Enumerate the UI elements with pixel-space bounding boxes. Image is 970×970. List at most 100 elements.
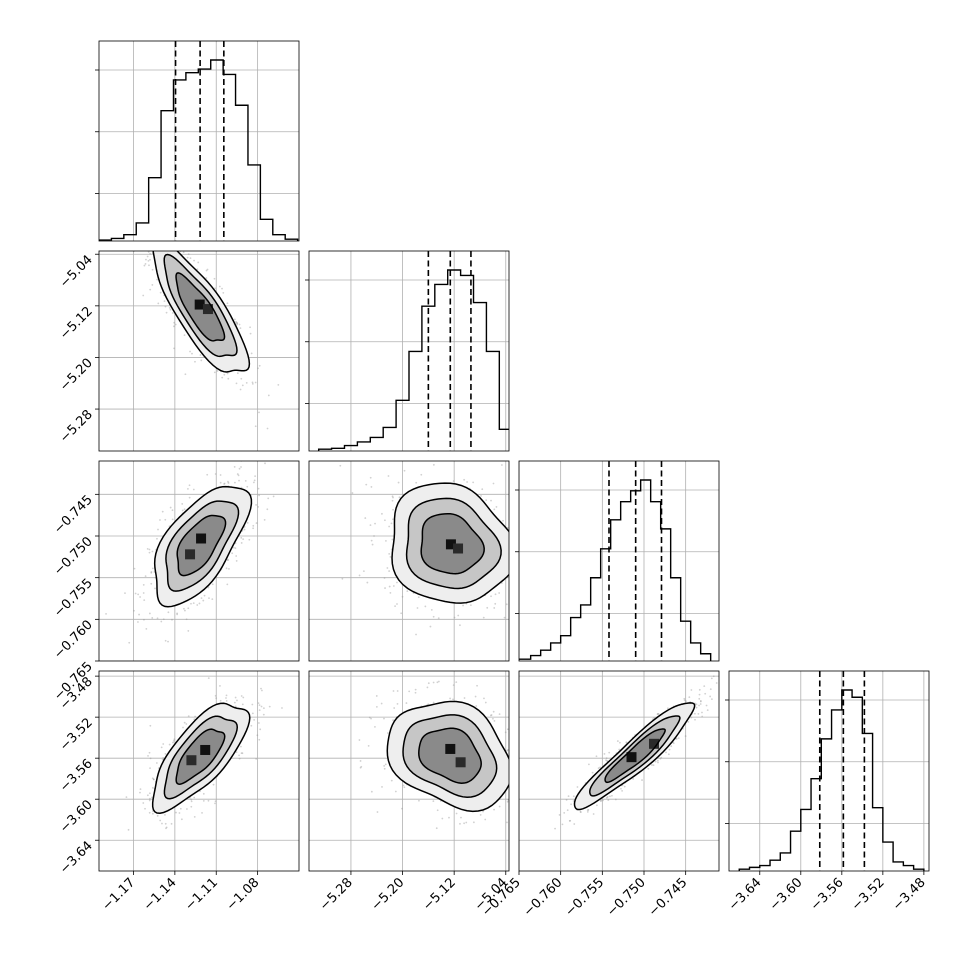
y-tick-label: −5.04: [57, 252, 96, 291]
sample-point: [498, 592, 501, 594]
sample-point: [509, 549, 511, 551]
sample-point: [149, 258, 151, 261]
sample-point: [546, 759, 548, 761]
sample-point: [510, 608, 512, 610]
sample-point: [144, 263, 147, 265]
sample-point: [390, 779, 393, 782]
sample-point: [408, 690, 411, 693]
sample-point: [186, 808, 188, 810]
sample-point: [240, 377, 243, 380]
sample-point: [479, 814, 482, 816]
sample-point: [698, 688, 701, 691]
sample-point: [187, 488, 189, 490]
sample-point: [165, 827, 167, 830]
sample-point: [683, 697, 686, 700]
sample-point: [424, 605, 427, 608]
sample-point: [558, 814, 561, 816]
sample-point: [260, 705, 263, 708]
x-tick-label: −3.64: [726, 875, 765, 914]
sample-point: [193, 815, 196, 818]
sample-point: [171, 618, 173, 621]
sample-point: [221, 287, 223, 290]
sample-point: [255, 504, 257, 506]
sample-point: [493, 808, 495, 811]
sample-point: [530, 572, 532, 574]
sample-point: [190, 602, 192, 605]
contour-line: [176, 514, 227, 577]
x-tick-label: −3.48: [890, 875, 929, 914]
sample-point: [510, 563, 512, 565]
contour-line: [420, 512, 485, 575]
sample-point: [576, 786, 579, 788]
sample-point: [211, 583, 214, 586]
sample-point: [178, 812, 181, 814]
sample-point: [266, 508, 269, 511]
sample-point: [481, 488, 484, 491]
sample-point: [139, 791, 141, 794]
sample-point: [147, 248, 149, 250]
sample-point: [657, 712, 659, 715]
sample-point: [506, 800, 509, 803]
sample-point: [164, 639, 167, 642]
panel-frame: [308, 460, 510, 662]
sample-point: [394, 790, 397, 793]
sample-point: [507, 749, 509, 751]
sample-point: [227, 480, 229, 483]
y-tick-label: −5.12: [57, 304, 96, 343]
sample-point: [164, 813, 166, 816]
sample-point: [207, 799, 210, 802]
sample-point: [579, 811, 582, 814]
sample-point: [618, 748, 621, 751]
panel-frame: [728, 670, 930, 872]
sample-point: [523, 796, 525, 798]
sample-point: [351, 492, 354, 494]
contour-line: [163, 253, 238, 358]
sample-point: [632, 778, 635, 780]
sample-point: [602, 799, 604, 802]
sample-point: [238, 467, 241, 470]
sample-point: [647, 767, 650, 770]
sample-point: [436, 809, 439, 812]
sample-point: [179, 807, 182, 810]
sample-point: [139, 788, 142, 791]
sample-point: [255, 522, 258, 524]
sample-point: [186, 256, 189, 259]
sample-point: [128, 641, 131, 644]
sample-point: [484, 701, 487, 704]
sample-point: [492, 710, 495, 713]
sample-point: [432, 681, 435, 684]
sample-point: [416, 607, 419, 609]
sample-point: [250, 724, 253, 727]
sample-point: [498, 713, 501, 716]
sample-point: [386, 567, 389, 569]
sample-point: [164, 305, 167, 308]
sample-point: [566, 809, 569, 812]
sample-point: [192, 488, 195, 491]
sample-point: [227, 482, 230, 484]
sample-point: [159, 819, 162, 822]
sample-point: [376, 811, 379, 813]
x-tick-label: −1.14: [141, 875, 180, 914]
sample-point: [206, 268, 209, 271]
sample-point: [147, 224, 149, 226]
sample-point: [620, 787, 622, 790]
sample-point: [176, 613, 179, 616]
sample-point: [415, 481, 418, 484]
sample-point: [494, 602, 497, 605]
sample-point: [401, 807, 403, 810]
sample-point: [142, 802, 145, 804]
sample-point: [151, 812, 154, 815]
sample-point: [213, 277, 216, 280]
sample-point: [150, 570, 153, 573]
sample-point: [151, 550, 154, 553]
sample-point: [112, 185, 114, 187]
sample-point: [239, 388, 242, 391]
sample-point: [187, 715, 190, 718]
sample-point: [216, 370, 219, 372]
density-peak: [453, 543, 464, 554]
sample-point: [393, 707, 396, 709]
sample-point: [239, 327, 242, 330]
sample-point: [149, 767, 151, 770]
sample-point: [188, 496, 191, 499]
